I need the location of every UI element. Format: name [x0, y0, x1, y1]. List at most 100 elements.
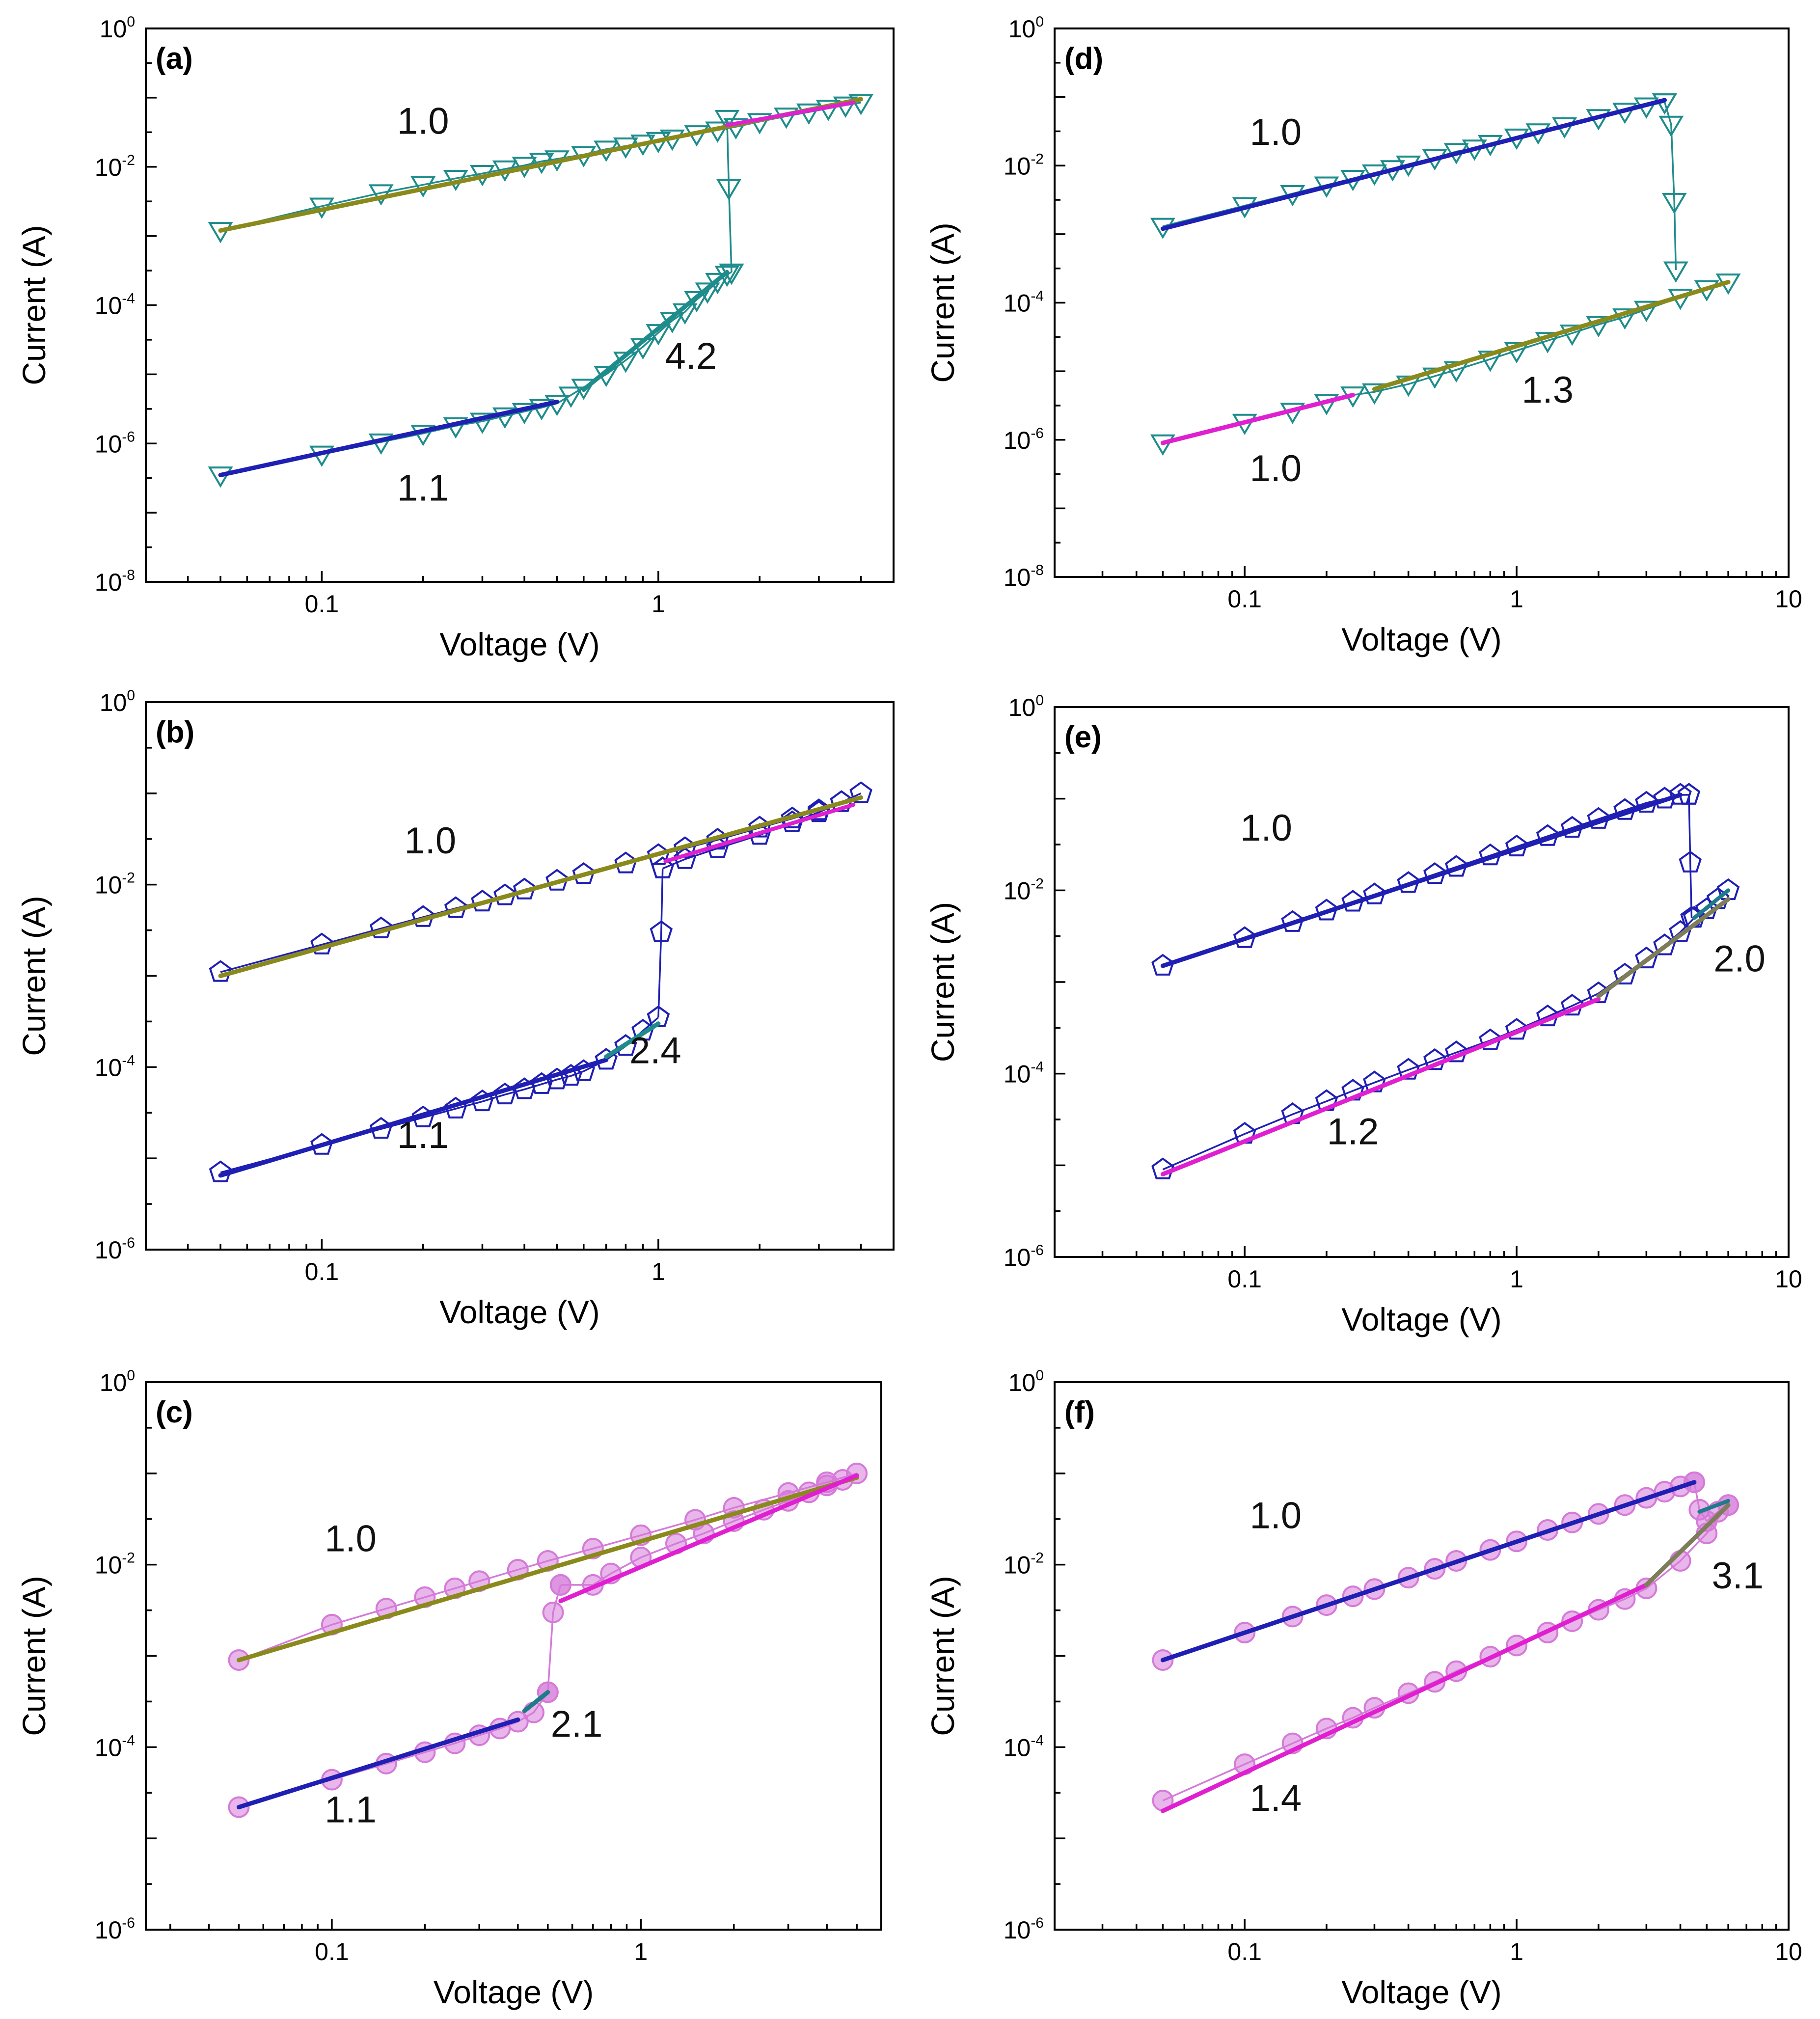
data-point — [1695, 897, 1718, 919]
fit-line — [1644, 1502, 1731, 1587]
data-point — [716, 179, 741, 201]
data-point — [471, 1089, 494, 1112]
y-tick-label: 10-2 — [95, 870, 135, 899]
data-point — [1633, 300, 1659, 322]
plot-content — [209, 781, 872, 1182]
data-point — [1477, 351, 1503, 372]
x-tick-label: 0.1 — [1227, 585, 1262, 613]
fit-line — [1697, 1499, 1731, 1514]
slope-label: 1.2 — [1327, 1111, 1379, 1152]
y-tick-label: 10-2 — [1004, 151, 1044, 180]
panel-b: 0.1 1 100 10-2 10-4 10-6 Voltage (V) Current (A… — [16, 687, 895, 1330]
y-tick-label: 10-8 — [1004, 562, 1044, 591]
data-point — [1363, 882, 1386, 904]
data-point — [1150, 434, 1175, 456]
panel-a: 0.1 1 100 10-2 10-4 10-6 10-8 Voltage (V) Curren… — [16, 14, 895, 662]
y-axis-label: Current (A) — [16, 225, 52, 385]
fit-line — [1160, 1582, 1649, 1813]
fit-line — [725, 100, 856, 127]
plot-content — [208, 94, 874, 488]
plot-content — [228, 1462, 868, 1818]
y-tick-label: 10-4 — [95, 291, 135, 320]
x-tick-label: 1 — [652, 590, 665, 618]
x-tick-label: 0.1 — [1227, 1938, 1262, 1965]
y-tick-label: 10-6 — [1004, 1242, 1044, 1271]
data-point — [1341, 890, 1364, 912]
x-tick-label: 0.1 — [1227, 1265, 1262, 1293]
data-point — [796, 103, 821, 125]
panel-c: 0.1 1 100 10-2 10-4 10-6 Voltage (V) Current (A… — [16, 1367, 882, 2010]
data-series-line — [1688, 794, 1693, 918]
x-tick-label: 10 — [1775, 1938, 1802, 1965]
data-point — [1536, 1004, 1559, 1027]
fit-line — [237, 1475, 859, 1663]
data-point — [529, 399, 554, 421]
slope-label: 2.1 — [551, 1703, 603, 1745]
panel-label: (d) — [1064, 42, 1103, 76]
y-axis-label: Current (A) — [924, 222, 961, 382]
data-point — [1653, 787, 1676, 809]
y-tick-label: 10-2 — [1004, 875, 1044, 904]
fit-line — [1160, 997, 1601, 1176]
y-axis-label: Current (A) — [16, 1576, 52, 1736]
data-point — [1151, 1157, 1174, 1179]
x-axis-label: Voltage (V) — [1341, 621, 1502, 657]
fit-line — [218, 399, 559, 477]
plot-content — [1152, 1471, 1739, 1813]
data-point — [208, 466, 233, 488]
data-point — [830, 790, 853, 812]
data-point — [368, 433, 394, 455]
data-point — [209, 960, 232, 982]
x-axis-label: Voltage (V) — [434, 1974, 594, 2010]
x-axis-label: Voltage (V) — [439, 626, 600, 662]
x-axis-label: Voltage (V) — [1341, 1301, 1502, 1337]
y-tick-label: 10-6 — [1004, 425, 1044, 454]
data-point — [545, 869, 569, 891]
y-tick-label: 10-6 — [95, 1915, 135, 1944]
data-point — [1679, 850, 1702, 873]
slope-label: 1.1 — [397, 1115, 449, 1156]
fit-line — [218, 1058, 609, 1178]
fit-line — [237, 1717, 520, 1809]
data-point — [1658, 115, 1684, 137]
y-tick-label: 100 — [1008, 14, 1044, 43]
data-point — [1423, 1048, 1446, 1070]
x-tick-label: 10 — [1775, 1265, 1802, 1293]
panel-label: (f) — [1064, 1395, 1095, 1429]
data-point — [443, 417, 468, 439]
data-point — [493, 883, 516, 905]
y-axis-label: Current (A) — [16, 896, 52, 1056]
y-tick-label: 10-2 — [1004, 1550, 1044, 1579]
x-tick-label: 0.1 — [305, 590, 339, 618]
x-tick-label: 1 — [1510, 585, 1523, 613]
data-point — [1444, 855, 1468, 877]
fit-line — [1160, 98, 1667, 231]
data-point — [1661, 192, 1687, 215]
x-tick-label: 1 — [652, 1258, 665, 1285]
fit-line — [1160, 393, 1356, 445]
y-tick-label: 10-8 — [95, 567, 135, 596]
data-point — [513, 877, 536, 900]
data-series-line — [1663, 102, 1677, 270]
slope-label: 4.2 — [665, 335, 717, 377]
data-point — [1397, 871, 1420, 893]
data-series-line — [220, 271, 732, 476]
slope-label: 3.1 — [1712, 1555, 1764, 1597]
fit-line — [218, 795, 864, 978]
data-point — [1613, 798, 1636, 820]
y-tick-label: 10-6 — [1004, 1915, 1044, 1944]
y-tick-label: 10-4 — [95, 1732, 135, 1761]
x-tick-label: 1 — [1510, 1265, 1523, 1293]
data-point — [1315, 899, 1338, 921]
fit-line — [663, 803, 856, 864]
data-point — [571, 379, 597, 400]
slope-label: 1.0 — [1250, 1495, 1302, 1537]
panel-e: 0.1 1 10 100 10-2 10-4 10-6 Voltage (V) Current … — [924, 692, 1802, 1337]
fit-line — [1596, 897, 1731, 999]
data-point — [849, 781, 872, 803]
y-tick-label: 10-6 — [95, 1235, 135, 1264]
y-tick-label: 100 — [1008, 692, 1044, 721]
x-tick-label: 1 — [1510, 1938, 1523, 1965]
data-point — [1587, 807, 1610, 829]
